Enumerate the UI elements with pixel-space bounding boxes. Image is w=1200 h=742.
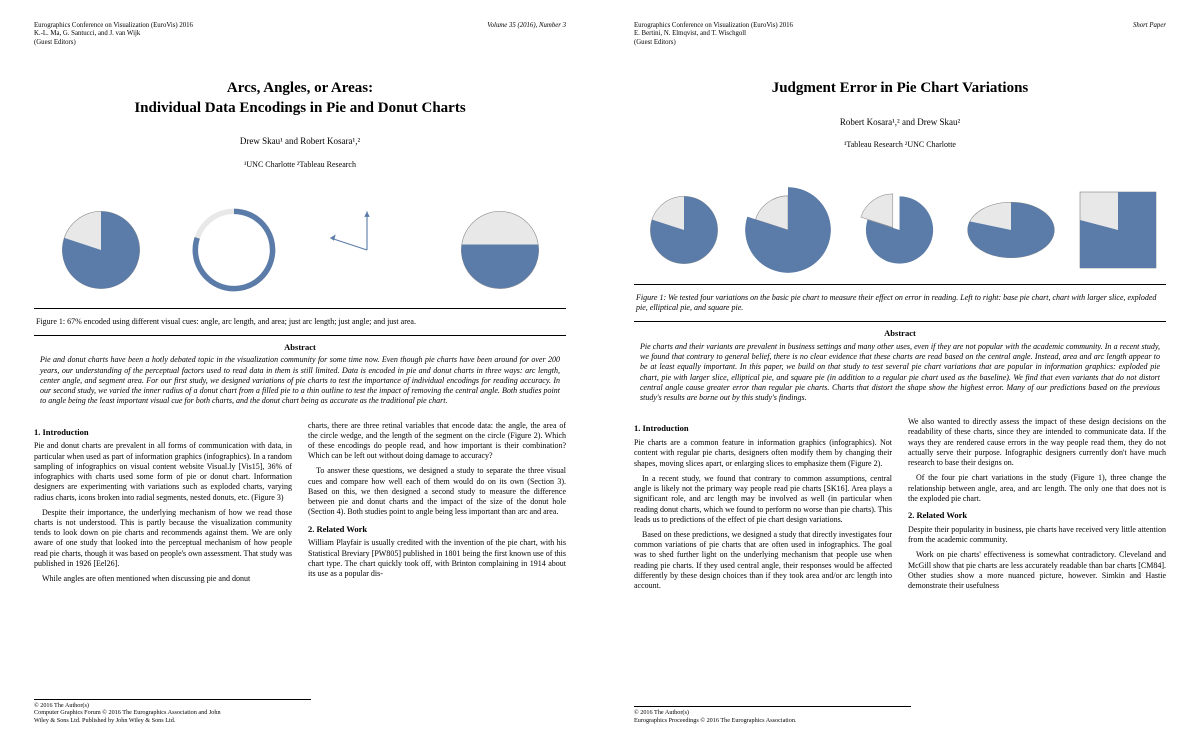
intro-p3: While angles are often mentioned when di… bbox=[34, 574, 292, 584]
header-left: Eurographics Conference on Visualization… bbox=[34, 22, 566, 47]
r-intro-p4: We also wanted to directly assess the im… bbox=[908, 417, 1166, 468]
hdr-short-paper: Short Paper bbox=[1133, 22, 1166, 47]
col-1-left: 1. Introduction Pie and donut charts are… bbox=[34, 421, 292, 699]
footer-left: © 2016 The Author(s) Computer Graphics F… bbox=[34, 699, 311, 724]
r-intro-p2: In a recent study, we found that contrar… bbox=[634, 474, 892, 525]
intro-p1: Pie and donut charts are prevalent in al… bbox=[34, 441, 292, 502]
r-related-p2: Work on pie charts' effectiveness is som… bbox=[908, 550, 1166, 591]
exploded-pie bbox=[850, 188, 944, 272]
authors-right: Robert Kosara¹,² and Drew Skau² bbox=[634, 117, 1166, 128]
hdr-role-r: (Guest Editors) bbox=[634, 39, 793, 47]
intro-p4: charts, there are three retinal variable… bbox=[308, 421, 566, 462]
sec-related-head: 2. Related Work bbox=[308, 524, 566, 535]
fig-rule-bottom-r bbox=[634, 321, 1166, 322]
fig-rule-bottom bbox=[34, 335, 566, 336]
authors-left: Drew Skau¹ and Robert Kosara¹,² bbox=[34, 136, 566, 147]
angle-only bbox=[321, 204, 413, 296]
intro-p2: Despite their importance, the underlying… bbox=[34, 508, 292, 569]
body-columns-right: 1. Introduction Pie charts are a common … bbox=[634, 417, 1166, 706]
elliptical-pie bbox=[959, 194, 1063, 266]
abstract-body: Pie and donut charts have been a hotly d… bbox=[40, 355, 560, 406]
hdr-volume: Volume 35 (2016), Number 3 bbox=[487, 22, 566, 47]
footer-right: © 2016 The Author(s) Eurographics Procee… bbox=[634, 706, 911, 724]
hdr-conf-r: Eurographics Conference on Visualization… bbox=[634, 22, 793, 30]
abstract-right: Abstract Pie charts and their variants a… bbox=[640, 328, 1160, 403]
title-block-right: Judgment Error in Pie Chart Variations R… bbox=[634, 79, 1166, 160]
page-right: Eurographics Conference on Visualization… bbox=[600, 0, 1200, 742]
abstract-heading: Abstract bbox=[40, 342, 560, 353]
affiliations-left: ¹UNC Charlotte ²Tableau Research bbox=[34, 160, 566, 170]
col-1-right: 1. Introduction Pie charts are a common … bbox=[634, 417, 892, 706]
r-intro-p5: Of the four pie chart variations in the … bbox=[908, 473, 1166, 504]
figure1-right bbox=[634, 186, 1166, 274]
arc-only bbox=[188, 204, 280, 296]
figure1-caption-right: Figure 1: We tested four variations on t… bbox=[636, 293, 1164, 313]
abstract-heading-r: Abstract bbox=[640, 328, 1160, 339]
r-intro-p1: Pie charts are a common feature in infor… bbox=[634, 438, 892, 469]
page-left: Eurographics Conference on Visualization… bbox=[0, 0, 600, 742]
header-right: Eurographics Conference on Visualization… bbox=[634, 22, 1166, 47]
hdr-eds-r: E. Bertini, N. Elmqvist, and T. Wischgol… bbox=[634, 30, 793, 38]
col-2-left: charts, there are three retinal variable… bbox=[308, 421, 566, 699]
fig-rule-top bbox=[34, 308, 566, 309]
sec-intro-head: 1. Introduction bbox=[34, 427, 292, 438]
paper-spread: Eurographics Conference on Visualization… bbox=[0, 0, 1200, 742]
square-pie bbox=[1078, 190, 1158, 270]
area-only bbox=[454, 204, 546, 296]
abstract-left: Abstract Pie and donut charts have been … bbox=[40, 342, 560, 407]
related-p1: William Playfair is usually credited wit… bbox=[308, 538, 566, 579]
figure1-left bbox=[34, 202, 566, 298]
r-related-p1: Despite their popularity in business, pi… bbox=[908, 525, 1166, 545]
paper-title-right: Judgment Error in Pie Chart Variations bbox=[634, 79, 1166, 99]
intro-p5: To answer these questions, we designed a… bbox=[308, 466, 566, 517]
pie-angle-area-arc bbox=[55, 204, 147, 296]
affiliations-right: ¹Tableau Research ²UNC Charlotte bbox=[634, 140, 1166, 150]
paper-title-left: Arcs, Angles, or Areas: Individual Data … bbox=[34, 79, 566, 118]
hdr-conf: Eurographics Conference on Visualization… bbox=[34, 22, 193, 30]
col-2-right: We also wanted to directly assess the im… bbox=[908, 417, 1166, 706]
sec-related-head-r: 2. Related Work bbox=[908, 510, 1166, 521]
abstract-body-r: Pie charts and their variants are preval… bbox=[640, 342, 1160, 403]
fig-rule-top-r bbox=[634, 284, 1166, 285]
base-pie bbox=[642, 188, 726, 272]
hdr-eds: K.-L. Ma, G. Santucci, and J. van Wijk bbox=[34, 30, 193, 38]
hdr-role: (Guest Editors) bbox=[34, 39, 193, 47]
title-block-left: Arcs, Angles, or Areas: Individual Data … bbox=[34, 79, 566, 179]
sec-intro-head-r: 1. Introduction bbox=[634, 423, 892, 434]
r-intro-p3: Based on these predictions, we designed … bbox=[634, 530, 892, 591]
figure1-caption-left: Figure 1: 67% encoded using different vi… bbox=[36, 317, 564, 327]
larger-slice-pie bbox=[741, 183, 835, 277]
body-columns-left: 1. Introduction Pie and donut charts are… bbox=[34, 421, 566, 699]
